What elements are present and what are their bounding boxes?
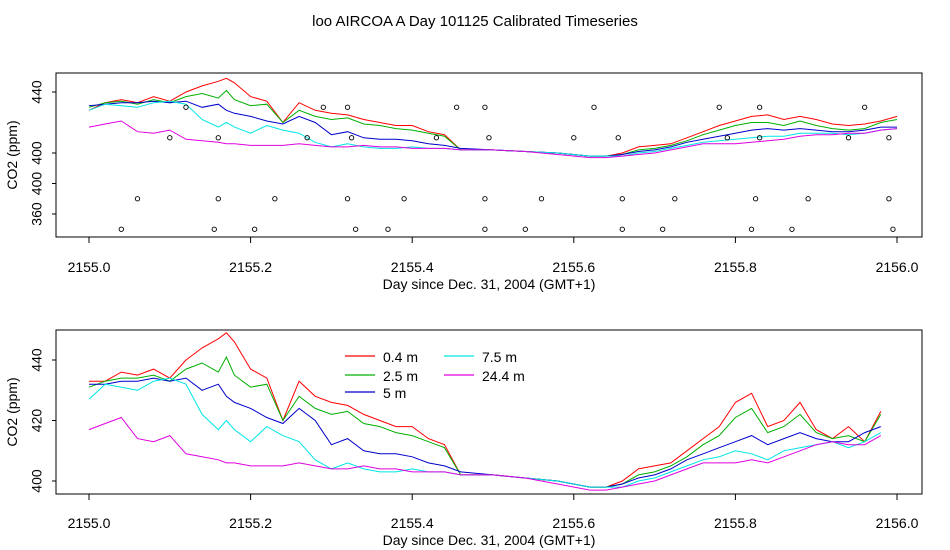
- top-data-point: [433, 135, 440, 141]
- bottom-x-tick-label: 2155.8: [714, 515, 757, 531]
- top-x-tick-label: 2155.4: [391, 259, 434, 275]
- bottom-y-tick-label: 400: [29, 469, 45, 493]
- top-data-point: [251, 226, 258, 232]
- top-series-line-5-m: [88, 100, 897, 157]
- legend-label: 2.5 m: [383, 368, 418, 384]
- top-data-point: [591, 104, 597, 110]
- top-data-point: [862, 104, 868, 110]
- legend-label: 5 m: [383, 385, 406, 401]
- top-data-point: [167, 135, 173, 141]
- top-data-point: [756, 104, 763, 110]
- bottom-x-tick-label: 2155.0: [68, 515, 111, 531]
- top-data-point: [401, 196, 407, 202]
- chart-title: loo AIRCOA A Day 101125 Calibrated Times…: [312, 13, 638, 30]
- top-data-point: [886, 135, 892, 141]
- top-data-point: [619, 226, 625, 232]
- top-data-point: [453, 104, 460, 110]
- top-data-point: [538, 196, 545, 202]
- bottom-y-axis-label: CO2 (ppm): [4, 377, 20, 446]
- top-series-line-7-5-m: [88, 100, 898, 157]
- top-data-point: [482, 226, 488, 232]
- bottom-y-tick-label: 420: [29, 409, 45, 433]
- top-data-point: [805, 196, 811, 202]
- top-y-tick-label: 400: [29, 141, 45, 165]
- top-data-point: [304, 135, 310, 141]
- top-data-point: [486, 135, 492, 141]
- bottom-plot-frame: [55, 329, 923, 495]
- top-data-point: [752, 196, 759, 202]
- bottom-x-tick-label: 2155.6: [552, 515, 595, 531]
- top-data-point: [748, 226, 755, 232]
- top-data-point: [211, 226, 217, 232]
- bottom-series-line-5-m: [89, 377, 881, 488]
- bottom-series-line-7-5-m: [88, 377, 882, 488]
- bottom-series-line-24-4-m: [88, 416, 882, 491]
- top-data-point: [344, 196, 351, 202]
- top-y-axis-label: CO2 (ppm): [4, 120, 20, 189]
- top-data-point: [348, 135, 355, 141]
- top-y-tick-label: 360: [29, 202, 45, 226]
- legend-label: 0.4 m: [383, 349, 418, 365]
- top-plot-frame: [55, 72, 923, 238]
- top-data-point: [272, 196, 278, 202]
- top-x-axis-label: Day since Dec. 31, 2004 (GMT+1): [383, 276, 596, 292]
- top-data-point: [320, 104, 326, 110]
- bottom-x-tick-label: 2155.2: [229, 515, 272, 531]
- top-data-point: [215, 196, 221, 202]
- bottom-x-axis-label: Day since Dec. 31, 2004 (GMT+1): [383, 532, 596, 548]
- top-data-point: [344, 104, 351, 110]
- legend-label: 24.4 m: [482, 368, 525, 384]
- top-data-point: [615, 135, 621, 141]
- top-data-point: [571, 135, 577, 141]
- top-series-line-0-4-m: [88, 77, 898, 157]
- top-data-point: [183, 104, 189, 110]
- bottom-x-tick-label: 2156.0: [876, 515, 919, 531]
- top-data-point: [886, 196, 892, 202]
- bottom-x-tick-label: 2155.4: [391, 515, 434, 531]
- top-data-point: [482, 104, 488, 110]
- top-data-point: [716, 104, 722, 110]
- bottom-panel: Day since Dec. 31, 2004 (GMT+1) CO2 (ppm…: [4, 329, 923, 548]
- top-x-tick-label: 2156.0: [876, 259, 919, 275]
- top-data-point: [660, 226, 666, 232]
- top-x-tick-label: 2155.0: [68, 259, 111, 275]
- top-data-point: [134, 196, 141, 202]
- top-data-point: [724, 135, 730, 141]
- bottom-series-line-2-5-m: [88, 355, 882, 488]
- top-data-point: [482, 196, 488, 202]
- top-data-point: [619, 196, 625, 202]
- top-data-point: [756, 135, 763, 141]
- top-data-point: [890, 226, 896, 232]
- bottom-y-tick-label: 440: [29, 348, 45, 372]
- legend-label: 7.5 m: [482, 349, 517, 365]
- bottom-series-line-0-4-m: [89, 332, 882, 488]
- top-y-tick-label: 400: [29, 172, 45, 196]
- top-data-point: [672, 196, 678, 202]
- top-panel: Day since Dec. 31, 2004 (GMT+1) CO2 (ppm…: [4, 72, 923, 292]
- top-x-tick-label: 2155.8: [714, 259, 757, 275]
- top-data-point: [845, 135, 852, 141]
- top-data-point: [118, 226, 124, 232]
- top-x-tick-label: 2155.6: [552, 259, 595, 275]
- top-series-line-24-4-m: [88, 120, 898, 159]
- top-y-tick-label: 440: [29, 80, 45, 104]
- top-data-point: [352, 226, 359, 232]
- top-data-point: [522, 226, 528, 232]
- top-data-point: [789, 226, 795, 232]
- top-data-point: [215, 135, 221, 141]
- top-series-line-2-5-m: [88, 89, 898, 157]
- top-data-point: [385, 226, 391, 232]
- top-x-tick-label: 2155.2: [229, 259, 272, 275]
